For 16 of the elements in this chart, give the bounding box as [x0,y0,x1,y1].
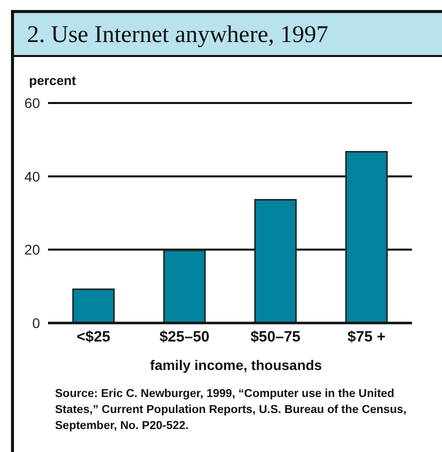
y-tick-label: 20 [24,242,40,258]
y-axis-title: percent [29,73,76,88]
x-tick-label: $25–50 [159,328,210,346]
y-tick-label: 40 [24,168,40,184]
bar [163,250,206,323]
y-tick-label: 0 [32,314,40,331]
y-tick-label: 60 [24,94,40,111]
bar [72,288,115,323]
source-note: Source: Eric C. Newburger, 1999, “Computer use in the United States,” Current Population Reports, U.S. Bureau of the Census, September, No. P20-522. [55,387,408,434]
bar [254,199,297,323]
x-axis-title: family income, thousands [149,357,323,373]
x-tick-label: <$25 [76,328,110,346]
chart-title: 2. Use Internet anywhere, 1997 [14,13,442,57]
bar [345,151,388,323]
x-tick-label: $75 + [348,328,386,346]
x-tick-label: $50–75 [250,328,301,346]
